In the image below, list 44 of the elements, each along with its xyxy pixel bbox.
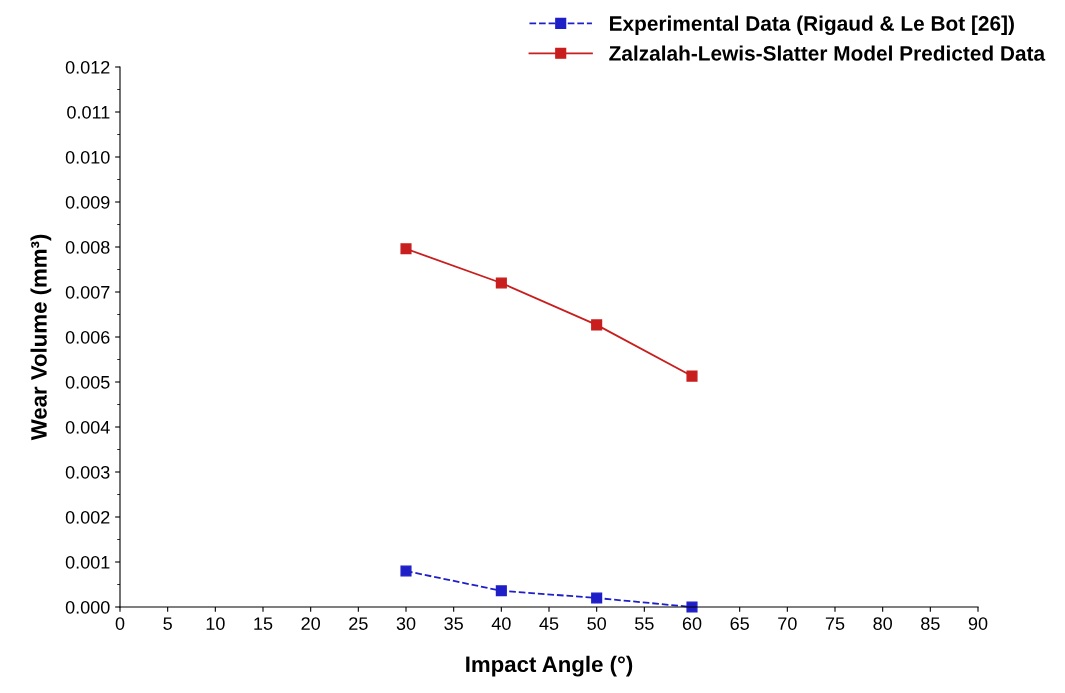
y-tick-label: 0.002 [65, 510, 110, 524]
y-tick-label: 0.007 [65, 285, 110, 299]
x-tick-label: 15 [254, 617, 273, 630]
x-tick-label: 10 [206, 617, 225, 630]
x-tick-label: 55 [635, 617, 654, 630]
y-axis-title: Wear Volume (mm³) [30, 234, 52, 441]
point [686, 601, 698, 613]
point [495, 277, 507, 289]
y-tick-label: 0.009 [65, 195, 110, 209]
x-tick-label: 35 [444, 617, 463, 630]
legend-label: Zalzalah-Lewis-Slatter Model Predicted Data [609, 45, 1046, 61]
x-tick-label: 50 [587, 617, 606, 630]
y-tick-label: 0.000 [65, 600, 110, 614]
y-tick-label: 0.011 [67, 105, 110, 119]
y-tick-label: 0.008 [65, 240, 110, 254]
x-tick-label: 60 [682, 617, 702, 630]
point [495, 585, 507, 597]
point [686, 370, 698, 382]
y-tick-label: 0.006 [65, 330, 110, 344]
x-tick-label: 25 [349, 617, 368, 630]
x-tick-label: 65 [730, 617, 749, 630]
y-tick-label: 0.004 [65, 420, 110, 434]
y-tick-label: 0.003 [65, 465, 110, 479]
point [591, 319, 603, 331]
point [400, 243, 412, 255]
y-tick-label: 0.010 [65, 150, 110, 164]
point [400, 565, 412, 577]
x-tick-label: 70 [778, 617, 797, 630]
x-tick-label: 5 [163, 617, 172, 630]
legend-label: Experimental Data (Rigaud & Le Bot [26]) [610, 15, 1014, 36]
x-tick-label: 40 [491, 617, 511, 630]
point [591, 592, 603, 604]
x-tick-label: 0 [115, 617, 125, 630]
x-tick-label: 80 [873, 617, 892, 630]
x-tick-label: 85 [921, 617, 940, 630]
y-tick-label: 0.001 [65, 555, 110, 569]
x-tick-label: 75 [825, 617, 845, 630]
y-tick-label: 0.005 [65, 375, 110, 389]
y-tick-label: 0.012 [65, 60, 110, 74]
x-axis-title: Impact Angle (°) [466, 655, 633, 677]
x-tick-label: 30 [396, 617, 416, 630]
x-tick-label: 90 [968, 617, 988, 630]
x-tick-label: 45 [539, 617, 559, 630]
x-tick-label: 20 [301, 617, 320, 630]
